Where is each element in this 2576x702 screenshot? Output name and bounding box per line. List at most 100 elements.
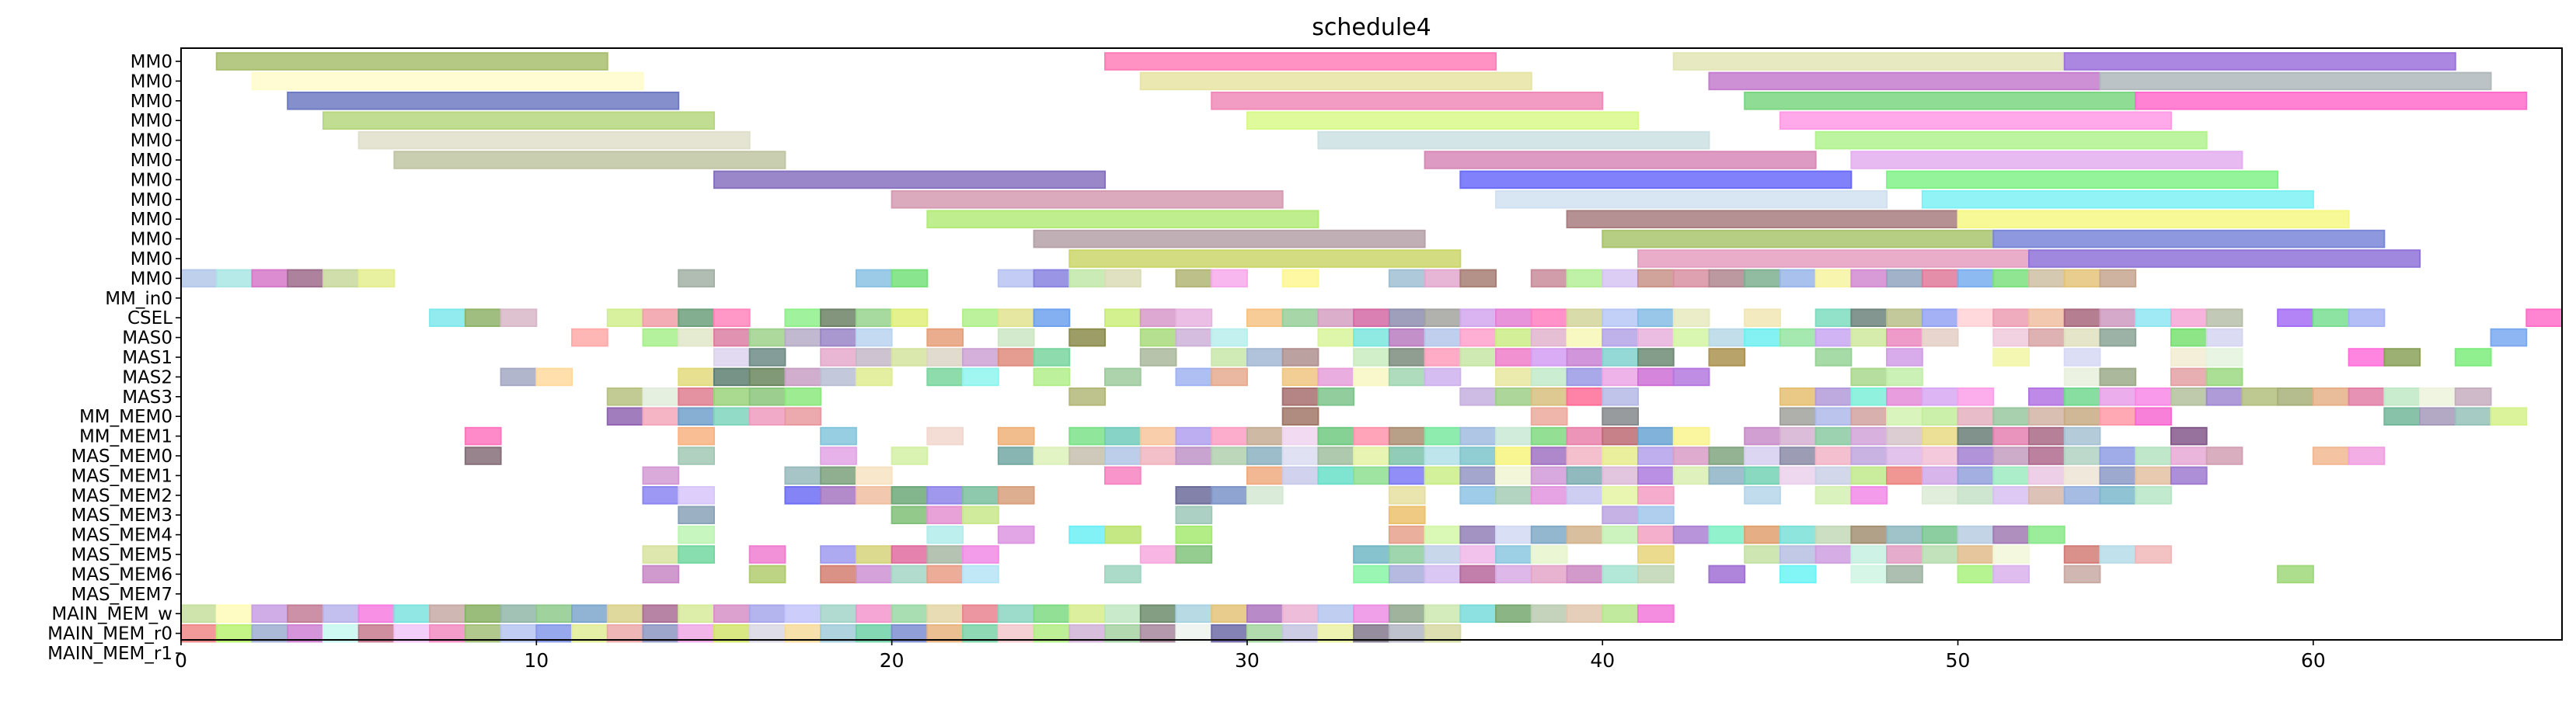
task-bar xyxy=(1033,447,1071,465)
task-bar xyxy=(748,407,786,426)
task-bar xyxy=(357,604,396,624)
task-bar xyxy=(891,308,929,327)
task-bar xyxy=(1637,249,2030,268)
task-bar xyxy=(1850,565,1888,584)
task-bar xyxy=(1637,525,1675,544)
task-bar xyxy=(784,308,822,327)
task-bar xyxy=(1602,308,1639,327)
y-tick-label: MAS_MEM6 xyxy=(71,565,173,585)
task-bar xyxy=(678,328,715,347)
task-bar xyxy=(1957,486,1995,505)
task-bar xyxy=(2525,308,2563,327)
task-bar xyxy=(1637,328,1675,347)
task-bar xyxy=(855,466,893,485)
y-tick-label: MM0 xyxy=(131,210,173,230)
task-bar xyxy=(535,604,573,624)
task-bar xyxy=(748,545,786,564)
task-bar xyxy=(1850,407,1888,426)
y-tick-label: MAS_MEM4 xyxy=(71,526,173,546)
task-bar xyxy=(1246,486,1284,505)
task-bar xyxy=(1424,447,1462,465)
task-bar xyxy=(1779,545,1817,564)
task-bar xyxy=(1281,308,1319,327)
task-bar xyxy=(1814,407,1853,426)
task-bar xyxy=(1104,447,1142,465)
task-bar xyxy=(1957,407,1995,426)
task-bar xyxy=(784,387,822,406)
task-bar xyxy=(1957,426,1995,446)
task-bar xyxy=(1814,447,1853,465)
task-bar xyxy=(1530,426,1568,446)
task-bar xyxy=(1104,308,1142,327)
task-bar xyxy=(1211,486,1248,505)
task-bar xyxy=(855,348,893,367)
task-bar xyxy=(2135,466,2172,485)
task-bar xyxy=(748,387,786,406)
task-bar xyxy=(2028,426,2065,446)
task-bar xyxy=(1281,269,1319,288)
task-bar xyxy=(464,604,502,624)
task-bar xyxy=(1104,426,1142,446)
task-bar xyxy=(1459,269,1497,288)
task-bar xyxy=(1814,269,1853,288)
task-bar xyxy=(1886,447,1923,465)
task-bar xyxy=(180,604,218,624)
task-bar xyxy=(2028,447,2065,465)
task-bar xyxy=(1886,545,1923,564)
task-bar xyxy=(571,328,608,347)
task-bar xyxy=(1744,328,1781,347)
task-bar xyxy=(2170,308,2208,327)
task-bar xyxy=(1211,604,1248,624)
task-bar xyxy=(1530,486,1568,505)
task-bar xyxy=(1637,604,1675,624)
task-bar xyxy=(251,269,289,288)
task-bar xyxy=(2277,308,2314,327)
task-bar xyxy=(1104,269,1142,288)
task-bar xyxy=(1850,387,1888,406)
task-bar xyxy=(1424,426,1462,446)
task-bar xyxy=(1530,269,1568,288)
task-bar xyxy=(1068,328,1107,347)
task-bar xyxy=(748,328,786,347)
task-bar xyxy=(997,269,1035,288)
task-bar xyxy=(1886,407,1923,426)
task-bar xyxy=(1495,486,1532,505)
task-bar xyxy=(1175,604,1213,624)
task-bar xyxy=(1459,387,1497,406)
task-bar xyxy=(2277,565,2314,584)
task-bar xyxy=(1814,387,1853,406)
task-bar xyxy=(322,111,715,130)
task-bar xyxy=(642,308,680,327)
y-tick-label: MAS_MEM3 xyxy=(71,506,173,526)
task-bar xyxy=(2135,92,2528,110)
task-bar xyxy=(1886,269,1923,288)
task-bar xyxy=(2099,367,2137,387)
task-bar xyxy=(1530,328,1568,347)
task-bar xyxy=(1033,229,1426,248)
task-bar xyxy=(1708,565,1746,584)
y-tick-label: MM0 xyxy=(131,151,173,171)
task-bar xyxy=(1530,367,1568,387)
plot-frame xyxy=(180,47,2563,641)
task-bar xyxy=(1175,525,1213,544)
task-bar xyxy=(1175,269,1213,288)
task-bar xyxy=(1637,466,1675,485)
task-bar xyxy=(891,190,1284,209)
task-bar xyxy=(2205,348,2243,367)
task-bar xyxy=(1139,328,1177,347)
task-bar xyxy=(820,447,857,465)
task-bar xyxy=(1602,525,1639,544)
task-bar xyxy=(997,604,1035,624)
task-bar xyxy=(2063,447,2101,465)
task-bar xyxy=(2063,387,2101,406)
task-bar xyxy=(1104,52,1497,71)
task-bar xyxy=(1495,545,1532,564)
task-bar xyxy=(1530,407,1568,426)
task-bar xyxy=(1992,348,2030,367)
y-tick-label: MM_MEM0 xyxy=(79,407,173,427)
task-bar xyxy=(393,151,786,169)
task-bar xyxy=(1246,426,1284,446)
task-bar xyxy=(713,387,751,406)
task-bar xyxy=(1672,525,1710,544)
task-bar xyxy=(855,565,893,584)
